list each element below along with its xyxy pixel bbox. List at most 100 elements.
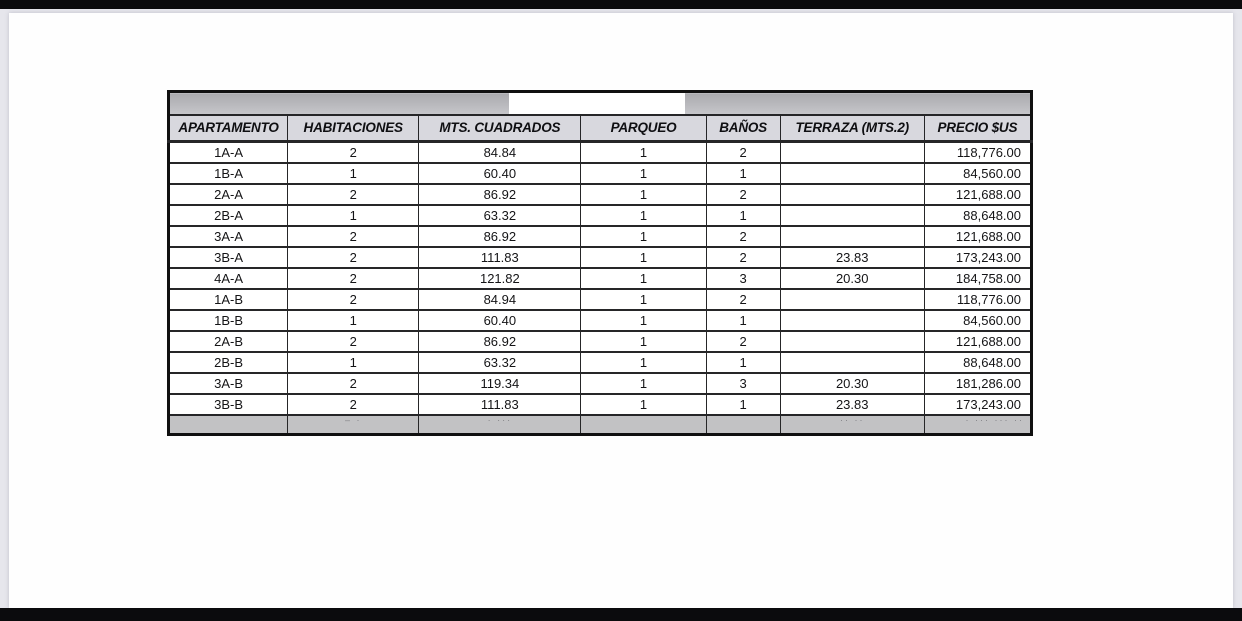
letterbox-bottom [0, 608, 1242, 621]
table-row: 1A-B 2 84.94 1 2 118,776.00 [167, 287, 1033, 311]
cell-terraza [779, 224, 925, 248]
cell-apartamento: 3B-A [167, 245, 289, 269]
cell-banos: 2 [705, 140, 781, 164]
cell-apartamento: 3A-B [167, 371, 289, 395]
cell-terraza [779, 182, 925, 206]
cell-apartamento: 1B-A [167, 161, 289, 185]
totals-ghost-cell-banos [705, 413, 781, 435]
cell-apartamento: 2B-A [167, 203, 289, 227]
cell-banos: 2 [705, 224, 781, 248]
totals-ghost-cell-apartamento [167, 413, 289, 435]
cell-apartamento: 4A-A [167, 266, 289, 290]
table-body: 1A-A 2 84.84 1 2 118,776.00 1B-A 1 60.40 1 1 84,560… [167, 140, 1033, 416]
cell-precio: 84,560.00 [923, 161, 1033, 185]
totals-row-clipped: – · · ··· ·· ·· · ··· ··· ·· [167, 413, 1033, 435]
cell-mts_cuadrados: 119.34 [418, 371, 582, 395]
cell-habitaciones: 2 [287, 266, 420, 290]
cell-parqueo: 1 [580, 245, 707, 269]
table-row: 2B-B 1 63.32 1 1 88,648.00 [167, 350, 1033, 374]
table-title-band [168, 90, 1032, 115]
cell-precio: 121,688.00 [923, 329, 1033, 353]
cell-mts_cuadrados: 84.84 [418, 140, 582, 164]
cell-habitaciones: 2 [287, 329, 420, 353]
table-row: 1A-A 2 84.84 1 2 118,776.00 [167, 140, 1033, 164]
table-row: 2A-B 2 86.92 1 2 121,688.00 [167, 329, 1033, 353]
cell-apartamento: 2A-B [167, 329, 289, 353]
cell-habitaciones: 2 [287, 287, 420, 311]
cell-terraza: 23.83 [779, 392, 925, 416]
cell-habitaciones: 2 [287, 140, 420, 164]
letterbox-top [0, 0, 1242, 9]
cell-apartamento: 2B-B [167, 350, 289, 374]
table-row: 3A-B 2 119.34 1 3 20.30 181,286.00 [167, 371, 1033, 395]
page-backdrop: APARTAMENTO HABITACIONES MTS. CUADRADOS PAR… [0, 9, 1242, 608]
totals-ghost-cell-mts_cuadrados: · ··· [418, 413, 582, 435]
cell-apartamento: 1A-B [167, 287, 289, 311]
cell-parqueo: 1 [580, 161, 707, 185]
totals-ghost-cell-habitaciones: – · [287, 413, 420, 435]
cell-parqueo: 1 [580, 203, 707, 227]
column-header-precio: PRECIO $US [923, 113, 1033, 143]
cell-precio: 121,688.00 [923, 182, 1033, 206]
column-header-terraza: TERRAZA (MTS.2) [779, 113, 925, 143]
cell-mts_cuadrados: 84.94 [418, 287, 582, 311]
cell-habitaciones: 2 [287, 371, 420, 395]
cell-mts_cuadrados: 60.40 [418, 161, 582, 185]
cell-mts_cuadrados: 111.83 [418, 245, 582, 269]
cell-apartamento: 1A-A [167, 140, 289, 164]
cell-precio: 88,648.00 [923, 350, 1033, 374]
cell-precio: 173,243.00 [923, 392, 1033, 416]
cell-precio: 181,286.00 [923, 371, 1033, 395]
totals-ghost-cell-parqueo [580, 413, 707, 435]
cell-habitaciones: 2 [287, 224, 420, 248]
cell-parqueo: 1 [580, 371, 707, 395]
cell-precio: 121,688.00 [923, 224, 1033, 248]
table-row: 3A-A 2 86.92 1 2 121,688.00 [167, 224, 1033, 248]
cell-parqueo: 1 [580, 140, 707, 164]
cell-terraza [779, 329, 925, 353]
cell-banos: 1 [705, 308, 781, 332]
redacted-title-box [509, 93, 685, 114]
column-header-apartamento: APARTAMENTO [167, 113, 289, 143]
cell-banos: 1 [705, 161, 781, 185]
cell-precio: 84,560.00 [923, 308, 1033, 332]
cell-banos: 3 [705, 266, 781, 290]
cell-mts_cuadrados: 111.83 [418, 392, 582, 416]
cell-parqueo: 1 [580, 308, 707, 332]
cell-mts_cuadrados: 86.92 [418, 182, 582, 206]
cell-precio: 118,776.00 [923, 140, 1033, 164]
table-row: 3B-B 2 111.83 1 1 23.83 173,243.00 [167, 392, 1033, 416]
column-header-parqueo: PARQUEO [580, 113, 707, 143]
cell-apartamento: 1B-B [167, 308, 289, 332]
cell-banos: 2 [705, 182, 781, 206]
table-row: 1B-B 1 60.40 1 1 84,560.00 [167, 308, 1033, 332]
cell-mts_cuadrados: 121.82 [418, 266, 582, 290]
cell-habitaciones: 2 [287, 245, 420, 269]
cell-parqueo: 1 [580, 182, 707, 206]
cell-terraza [779, 287, 925, 311]
cell-banos: 2 [705, 287, 781, 311]
cell-banos: 3 [705, 371, 781, 395]
cell-apartamento: 2A-A [167, 182, 289, 206]
cell-precio: 173,243.00 [923, 245, 1033, 269]
cell-precio: 184,758.00 [923, 266, 1033, 290]
cell-terraza: 20.30 [779, 266, 925, 290]
cell-parqueo: 1 [580, 392, 707, 416]
table-row: 1B-A 1 60.40 1 1 84,560.00 [167, 161, 1033, 185]
apartments-price-table: APARTAMENTO HABITACIONES MTS. CUADRADOS PAR… [167, 90, 1033, 436]
document-page: APARTAMENTO HABITACIONES MTS. CUADRADOS PAR… [9, 13, 1233, 608]
cell-banos: 1 [705, 203, 781, 227]
cell-terraza [779, 308, 925, 332]
table-row: 2A-A 2 86.92 1 2 121,688.00 [167, 182, 1033, 206]
cell-mts_cuadrados: 86.92 [418, 224, 582, 248]
table-container: APARTAMENTO HABITACIONES MTS. CUADRADOS PAR… [167, 90, 1033, 436]
cell-parqueo: 1 [580, 329, 707, 353]
cell-parqueo: 1 [580, 350, 707, 374]
cell-apartamento: 3B-B [167, 392, 289, 416]
column-header-mts_cuadrados: MTS. CUADRADOS [418, 113, 582, 143]
cell-mts_cuadrados: 86.92 [418, 329, 582, 353]
totals-ghost-cell-terraza: ·· ·· [779, 413, 925, 435]
cell-banos: 1 [705, 350, 781, 374]
cell-mts_cuadrados: 63.32 [418, 350, 582, 374]
